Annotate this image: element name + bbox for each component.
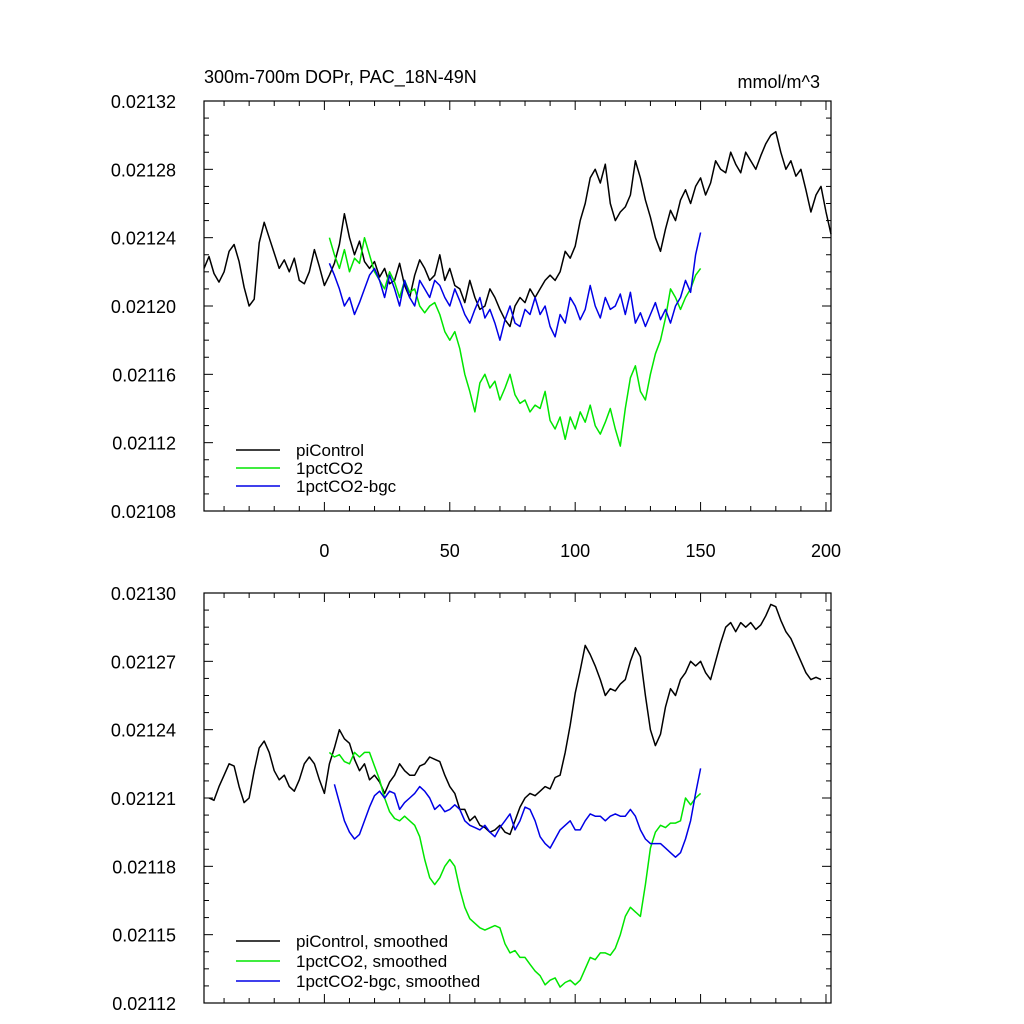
x-tick-label: 50	[440, 541, 460, 561]
legend-label-1pctco2-bgc: 1pctCO2-bgc	[296, 477, 397, 496]
y-tick-label: 0.02118	[112, 857, 176, 877]
y-tick-label: 0.02112	[112, 994, 176, 1014]
y-tick-label: 0.02124	[111, 229, 176, 249]
x-tick-label: 0	[319, 541, 329, 561]
series-line-1pctco2-bgc-smoothed	[333, 768, 702, 858]
series-line-picontrol-smoothed	[208, 603, 822, 836]
y-tick-label: 0.02121	[111, 789, 176, 809]
series-line-picontrol	[203, 130, 832, 328]
series-line-1pctco2-bgc	[328, 232, 702, 341]
x-tick-label: 100	[560, 541, 590, 561]
legend-label-1pctco2: 1pctCO2	[296, 459, 363, 478]
x-tick-label: 150	[686, 541, 716, 561]
bottom-axis-ticks	[204, 592, 831, 1004]
y-tick-label: 0.02120	[111, 297, 176, 317]
y-tick-label: 0.02108	[111, 502, 176, 522]
x-tick-label: 200	[811, 541, 841, 561]
series-line-1pctco2	[328, 236, 702, 447]
series-line-1pctco2-smoothed	[328, 751, 702, 988]
bottom-series-lines	[208, 603, 822, 988]
top-series-lines	[203, 130, 832, 447]
top-y-tick-labels: 0.02108 0.02112 0.02116 0.02120 0.02124 0.021…	[111, 92, 176, 522]
top-plot-frame	[203, 100, 832, 512]
legend-label-picontrol: piControl	[296, 441, 364, 460]
legend-label-1pctco2-bgc-smoothed: 1pctCO2-bgc, smoothed	[296, 972, 480, 991]
bottom-y-tick-labels: 0.02112 0.02115 0.02118 0.02121 0.02124 0.021…	[111, 584, 176, 1014]
y-tick-label: 0.02132	[111, 92, 176, 112]
y-tick-label: 0.02115	[112, 926, 176, 946]
top-chart-title: 300m-700m DOPr, PAC_18N-49N	[204, 67, 477, 88]
top-panel: 300m-700m DOPr, PAC_18N-49N mmol/m^3 0.0…	[111, 67, 841, 561]
top-axis-ticks	[204, 100, 831, 512]
y-tick-label: 0.02116	[112, 365, 176, 385]
bottom-plot-frame	[203, 592, 832, 1004]
y-tick-label: 0.02112	[112, 434, 176, 454]
legend-label-picontrol-smoothed: piControl, smoothed	[296, 932, 448, 951]
y-tick-label: 0.02128	[111, 160, 176, 180]
top-units-label: mmol/m^3	[738, 72, 820, 92]
y-tick-label: 0.02124	[111, 721, 176, 741]
y-tick-label: 0.02127	[111, 652, 176, 672]
top-x-tick-labels: 0 50 100 150 200	[319, 541, 841, 561]
y-tick-label: 0.02130	[111, 584, 176, 604]
bottom-panel: 0.02112 0.02115 0.02118 0.02121 0.02124 0.021…	[111, 584, 832, 1014]
legend-label-1pctco2-smoothed: 1pctCO2, smoothed	[296, 952, 447, 971]
